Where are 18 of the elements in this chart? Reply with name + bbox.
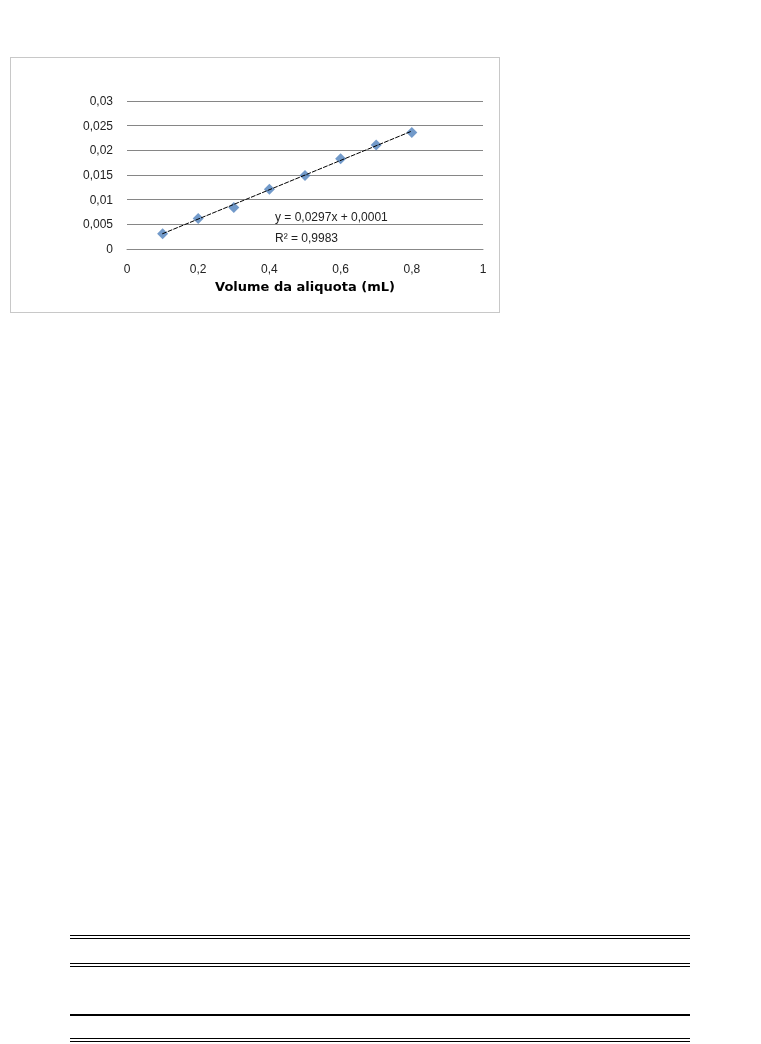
y-tick-label: 0,005 (82, 217, 114, 232)
y-tick-label: 0,015 (82, 168, 114, 182)
y-tick-label: 0 (106, 242, 114, 256)
point (406, 127, 418, 139)
y-tick-label: 0,03 (89, 94, 114, 108)
x-tick-label: 0,2 (189, 262, 207, 276)
y-tick-label: 0,01 (89, 192, 114, 207)
x-tick-label: 0 (123, 262, 131, 276)
point (157, 228, 169, 240)
x-axis-title: Volume da aliquota (mL) (215, 278, 395, 294)
x-tick-label: 0,4 (261, 262, 279, 276)
y-tick-label: 0,025 (82, 118, 114, 133)
x-tick-label: 1 (479, 262, 487, 276)
annotation: y = 0,0297x + 0,0001 (275, 210, 389, 224)
y-tick-label: 0,02 (89, 143, 114, 158)
x-tick-label: 0,6 (332, 262, 350, 276)
annotation: R² = 0,9983 (275, 231, 339, 245)
x-tick-label: 0,8 (403, 262, 421, 276)
